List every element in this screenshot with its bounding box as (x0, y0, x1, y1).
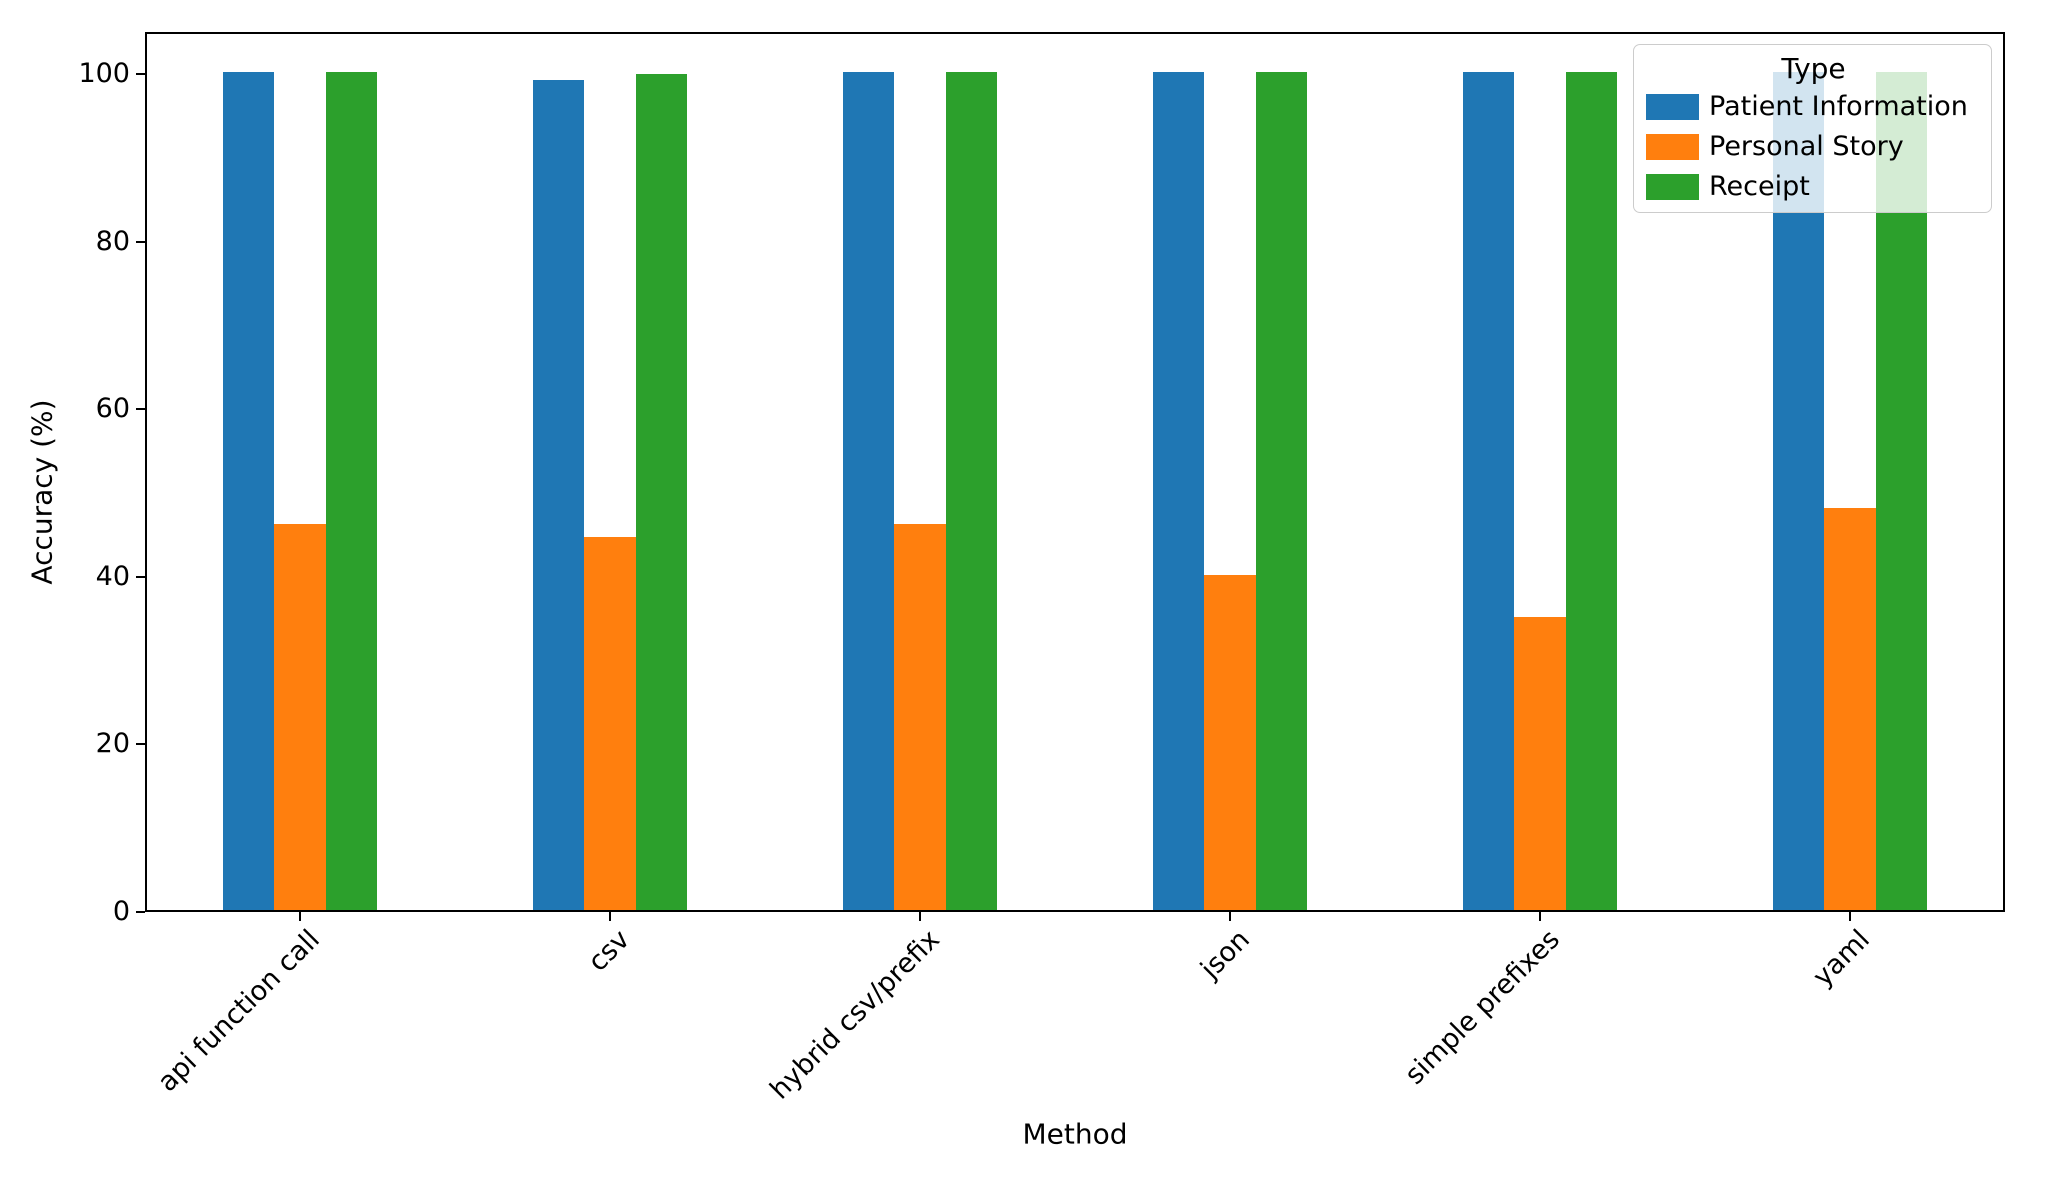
x-tick (1539, 912, 1541, 921)
y-tick-label: 80 (95, 225, 130, 257)
bar (222, 71, 275, 910)
y-tick (136, 575, 145, 578)
legend-swatch (1646, 134, 1699, 160)
bar (635, 73, 688, 910)
x-tick-label: hybrid csv/prefix (764, 924, 946, 1106)
bar (1462, 71, 1515, 910)
legend-swatch (1646, 174, 1699, 200)
legend-entry: Personal Story (1646, 127, 1981, 167)
x-tick (919, 912, 921, 921)
bar (325, 71, 378, 910)
bar (274, 524, 326, 910)
x-tick-label: simple prefixes (1399, 924, 1566, 1091)
legend-entry: Receipt (1646, 167, 1981, 207)
x-axis-label: Method (1022, 1117, 1128, 1151)
legend: Type Patient Information Personal Story Re… (1633, 44, 1992, 213)
bar (1514, 616, 1566, 910)
legend-entries: Patient Information Personal Story Receipt (1646, 87, 1981, 207)
x-tick (1849, 912, 1851, 921)
y-tick (136, 240, 145, 243)
bar (1204, 574, 1256, 910)
legend-title: Type (1781, 52, 1846, 85)
bar (1565, 71, 1618, 910)
legend-entry: Patient Information (1646, 87, 1981, 127)
bar (945, 71, 998, 910)
y-tick-label: 40 (95, 560, 130, 592)
bar (1824, 507, 1876, 910)
bar (842, 71, 895, 910)
bar (894, 524, 946, 910)
x-tick-label: json (1194, 924, 1256, 985)
x-tick-label: csv (582, 924, 636, 978)
y-tick-label: 100 (78, 57, 130, 89)
legend-swatch (1646, 94, 1699, 120)
y-tick-label: 20 (95, 728, 130, 760)
y-tick (136, 911, 145, 913)
legend-entry-label: Patient Information (1709, 91, 1968, 122)
bar (584, 537, 636, 910)
bar (1255, 71, 1308, 910)
y-tick-label: 60 (95, 393, 130, 425)
y-axis-label: Accuracy (%) (25, 399, 59, 585)
x-tick (299, 912, 301, 921)
legend-entry-label: Receipt (1709, 171, 1810, 202)
bar (1152, 71, 1205, 910)
x-tick-label: yaml (1807, 924, 1876, 993)
y-tick (136, 408, 145, 411)
y-tick-label: 0 (112, 896, 130, 927)
x-tick (1229, 912, 1231, 921)
y-tick (136, 72, 145, 75)
y-tick (136, 743, 145, 746)
x-tick (609, 912, 611, 921)
legend-entry-label: Personal Story (1709, 131, 1904, 162)
bar (532, 80, 585, 910)
x-tick-label: api function call (151, 924, 326, 1098)
